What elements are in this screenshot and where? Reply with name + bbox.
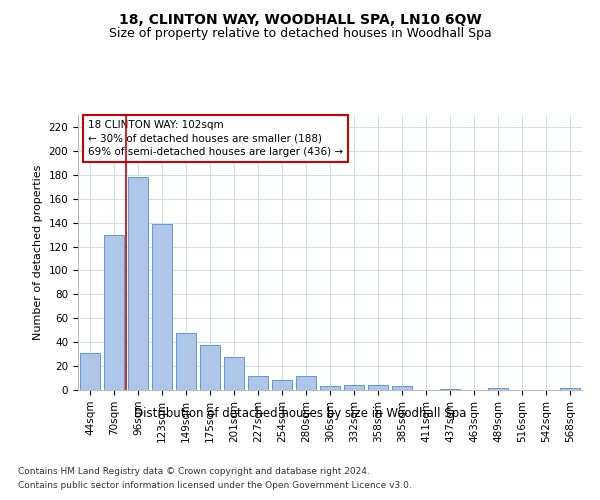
- Bar: [176, 332, 196, 390]
- Y-axis label: Number of detached properties: Number of detached properties: [33, 165, 43, 340]
- Text: 18, CLINTON WAY, WOODHALL SPA, LN10 6QW: 18, CLINTON WAY, WOODHALL SPA, LN10 6QW: [119, 12, 481, 26]
- Bar: [152, 224, 172, 390]
- Bar: [344, 385, 364, 390]
- Bar: [488, 388, 508, 390]
- Bar: [560, 388, 580, 390]
- Bar: [368, 385, 388, 390]
- Text: Contains HM Land Registry data © Crown copyright and database right 2024.: Contains HM Land Registry data © Crown c…: [18, 468, 370, 476]
- Bar: [80, 353, 100, 390]
- Bar: [104, 234, 124, 390]
- Text: Size of property relative to detached houses in Woodhall Spa: Size of property relative to detached ho…: [109, 28, 491, 40]
- Text: Distribution of detached houses by size in Woodhall Spa: Distribution of detached houses by size …: [134, 408, 466, 420]
- Bar: [440, 389, 460, 390]
- Bar: [128, 177, 148, 390]
- Bar: [296, 376, 316, 390]
- Bar: [320, 386, 340, 390]
- Bar: [248, 376, 268, 390]
- Bar: [272, 380, 292, 390]
- Text: 18 CLINTON WAY: 102sqm
← 30% of detached houses are smaller (188)
69% of semi-de: 18 CLINTON WAY: 102sqm ← 30% of detached…: [88, 120, 343, 157]
- Bar: [392, 386, 412, 390]
- Bar: [200, 344, 220, 390]
- Text: Contains public sector information licensed under the Open Government Licence v3: Contains public sector information licen…: [18, 481, 412, 490]
- Bar: [224, 356, 244, 390]
